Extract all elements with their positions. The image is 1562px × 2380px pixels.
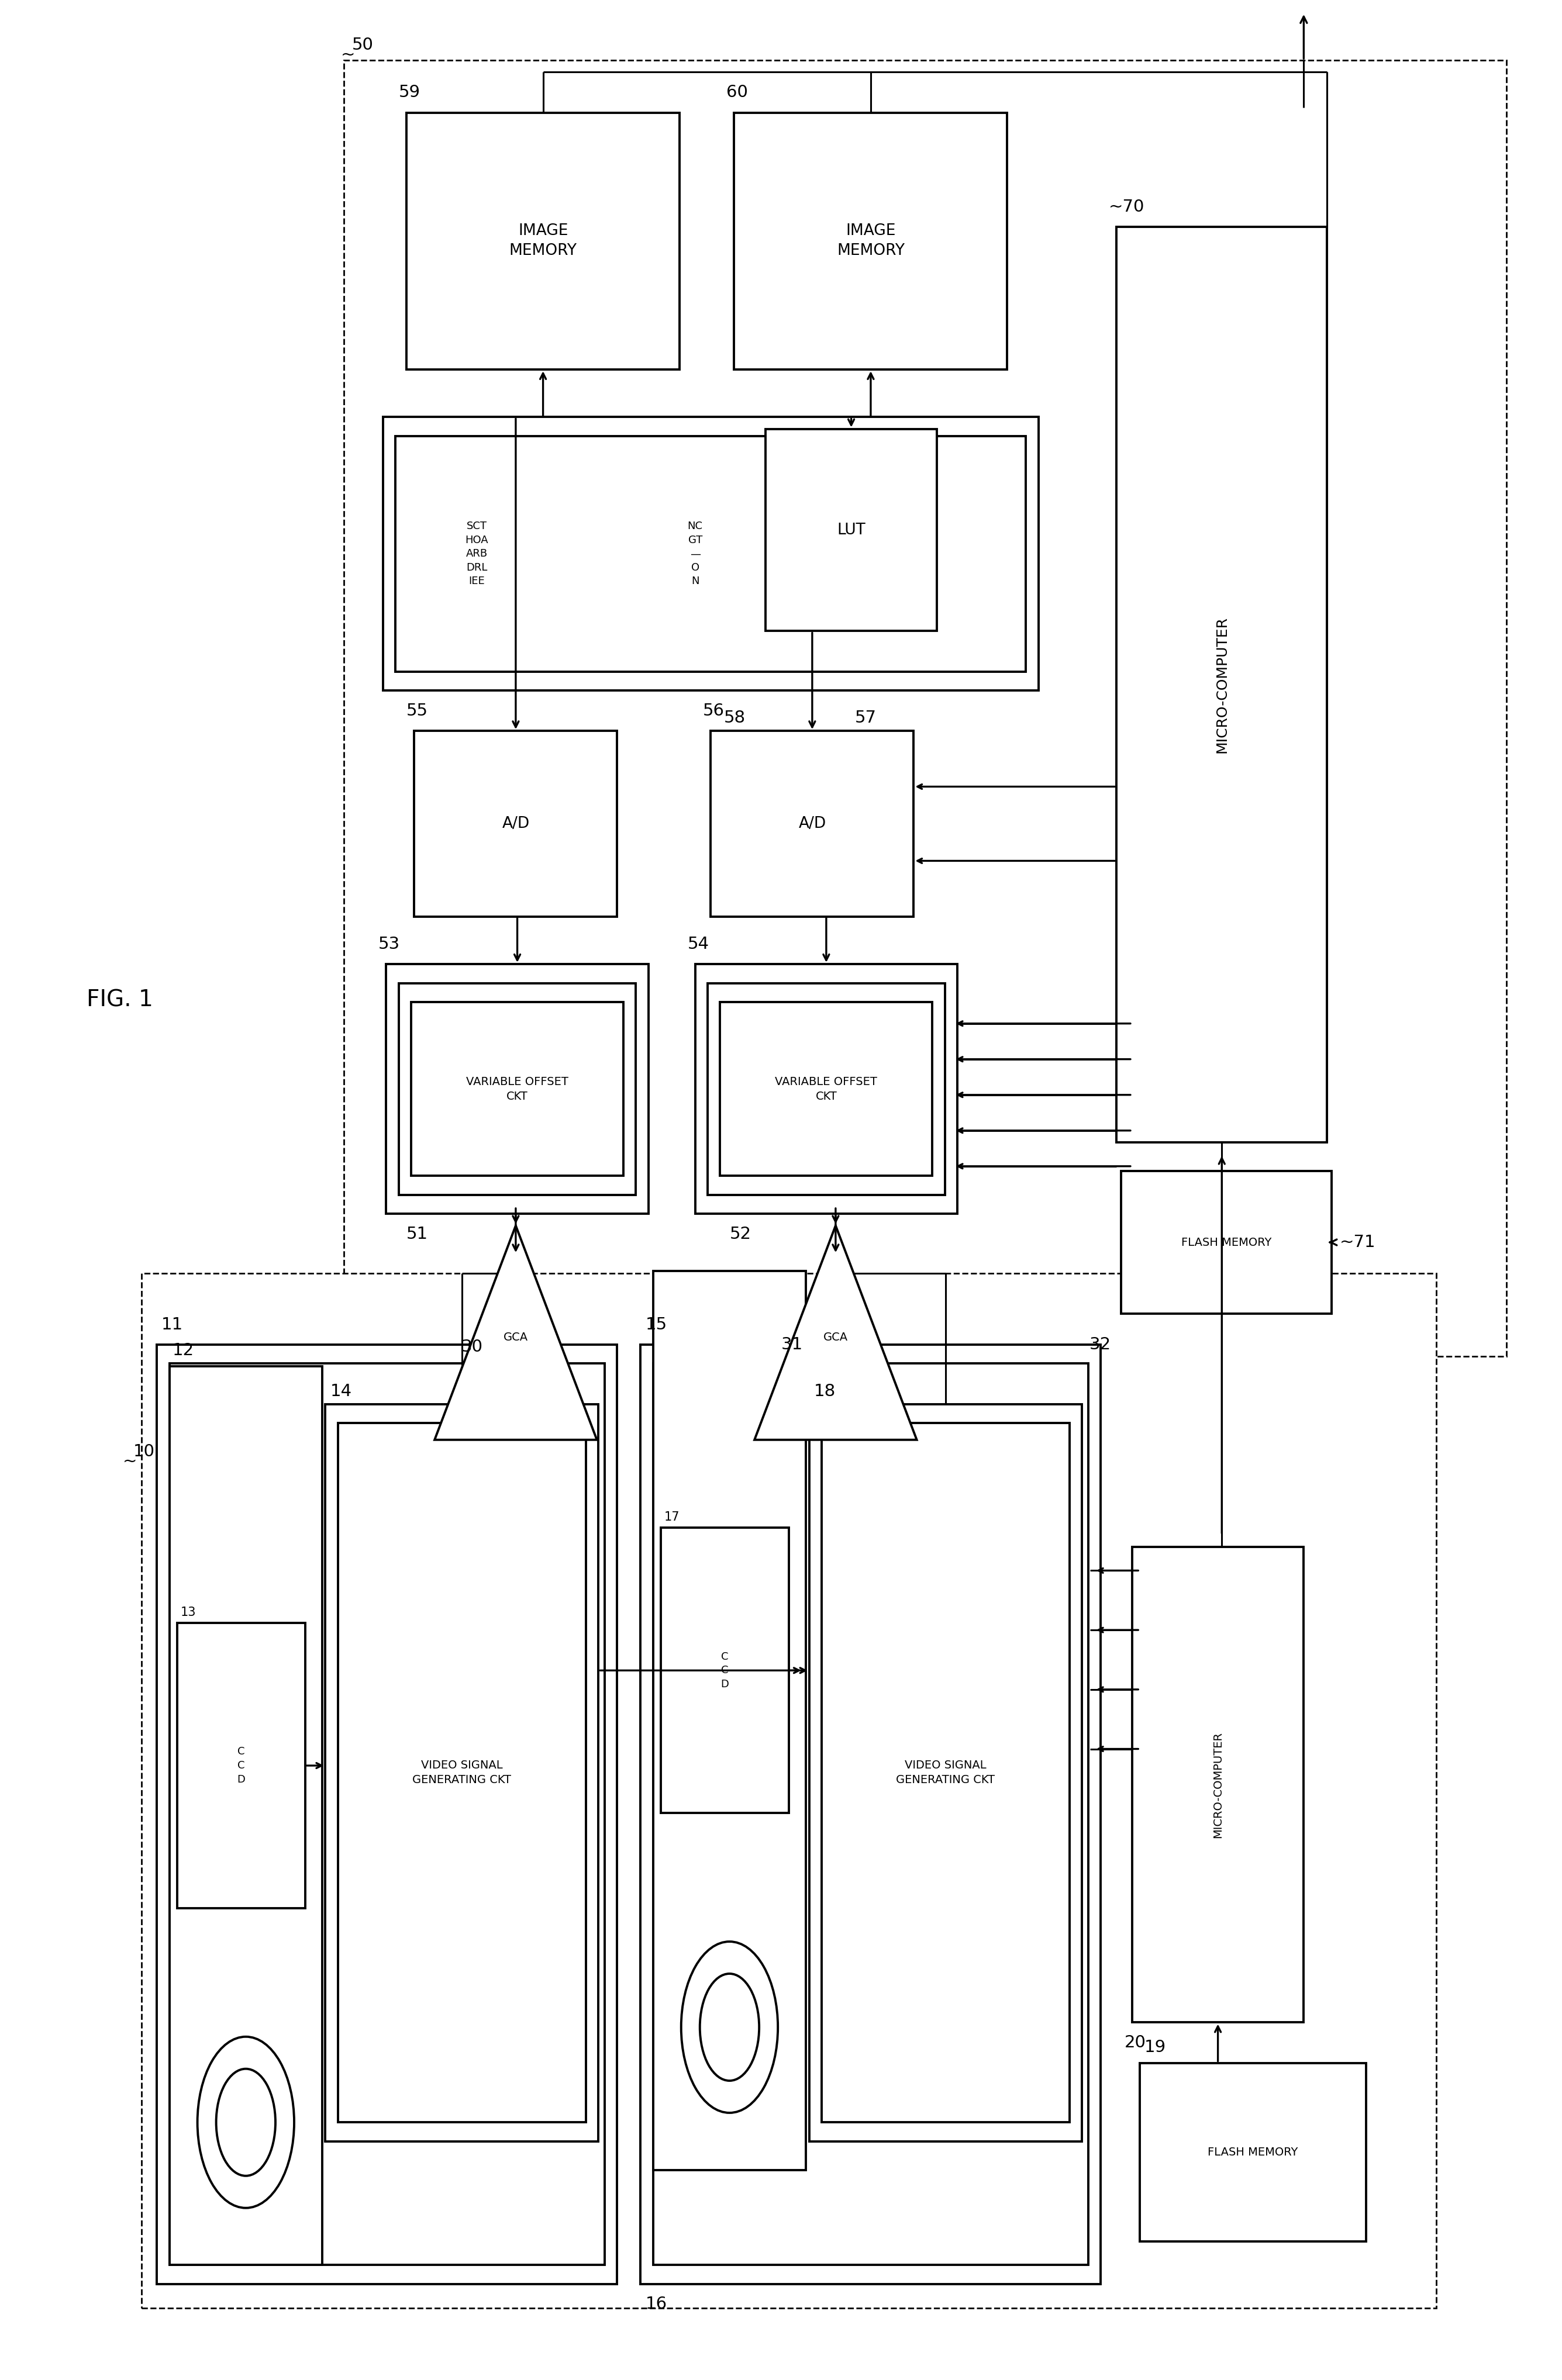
Text: 19: 19 bbox=[1145, 2040, 1167, 2056]
Text: C
C
D: C C D bbox=[237, 1747, 245, 1785]
Text: 15: 15 bbox=[645, 1316, 667, 1333]
Text: 30: 30 bbox=[461, 1340, 483, 1354]
FancyBboxPatch shape bbox=[383, 416, 1039, 690]
Text: LUT: LUT bbox=[837, 521, 865, 538]
Text: 55: 55 bbox=[406, 702, 428, 719]
Text: 13: 13 bbox=[180, 1607, 195, 1618]
FancyBboxPatch shape bbox=[398, 983, 636, 1195]
Text: ~: ~ bbox=[341, 45, 355, 62]
FancyBboxPatch shape bbox=[406, 112, 679, 369]
FancyBboxPatch shape bbox=[169, 1364, 604, 2266]
Ellipse shape bbox=[681, 1942, 778, 2113]
FancyBboxPatch shape bbox=[653, 1271, 806, 2171]
FancyBboxPatch shape bbox=[386, 964, 648, 1214]
FancyBboxPatch shape bbox=[661, 1528, 789, 1814]
Text: VIDEO SIGNAL
GENERATING CKT: VIDEO SIGNAL GENERATING CKT bbox=[897, 1759, 995, 1785]
Text: 51: 51 bbox=[406, 1226, 428, 1242]
Text: MICRO-COMPUTER: MICRO-COMPUTER bbox=[1212, 1730, 1223, 1837]
Text: 56: 56 bbox=[703, 702, 725, 719]
FancyBboxPatch shape bbox=[1122, 1171, 1332, 1314]
Text: VARIABLE OFFSET
CKT: VARIABLE OFFSET CKT bbox=[775, 1076, 878, 1102]
Text: 18: 18 bbox=[814, 1383, 836, 1399]
Text: A/D: A/D bbox=[798, 816, 826, 831]
Text: 50: 50 bbox=[351, 36, 373, 52]
Text: MICRO-COMPUTER: MICRO-COMPUTER bbox=[1215, 616, 1229, 752]
Ellipse shape bbox=[197, 2037, 294, 2209]
FancyBboxPatch shape bbox=[695, 964, 958, 1214]
Text: A/D: A/D bbox=[501, 816, 530, 831]
Text: 12: 12 bbox=[172, 1342, 194, 1359]
FancyBboxPatch shape bbox=[141, 1273, 1437, 2309]
Text: C
C
D: C C D bbox=[720, 1652, 729, 1690]
Text: IMAGE
MEMORY: IMAGE MEMORY bbox=[837, 224, 904, 259]
FancyBboxPatch shape bbox=[640, 1345, 1101, 2285]
Text: ~71: ~71 bbox=[1340, 1235, 1376, 1250]
Text: 10: 10 bbox=[133, 1442, 155, 1459]
Text: IMAGE
MEMORY: IMAGE MEMORY bbox=[509, 224, 576, 259]
FancyBboxPatch shape bbox=[156, 1345, 617, 2285]
Text: 16: 16 bbox=[645, 2297, 667, 2313]
FancyBboxPatch shape bbox=[765, 428, 937, 631]
Text: NC
GT
—
O
N: NC GT — O N bbox=[687, 521, 703, 585]
FancyBboxPatch shape bbox=[653, 1364, 1089, 2266]
Text: GCA: GCA bbox=[503, 1333, 528, 1342]
FancyBboxPatch shape bbox=[337, 1423, 586, 2123]
Text: 31: 31 bbox=[781, 1338, 803, 1352]
FancyBboxPatch shape bbox=[177, 1623, 305, 1909]
FancyBboxPatch shape bbox=[720, 1002, 933, 1176]
Text: FIG. 1: FIG. 1 bbox=[86, 988, 153, 1012]
Text: FLASH MEMORY: FLASH MEMORY bbox=[1207, 2147, 1298, 2159]
Text: 32: 32 bbox=[1089, 1338, 1111, 1352]
FancyBboxPatch shape bbox=[1117, 226, 1328, 1142]
FancyBboxPatch shape bbox=[411, 1002, 623, 1176]
Text: VARIABLE OFFSET
CKT: VARIABLE OFFSET CKT bbox=[465, 1076, 569, 1102]
FancyBboxPatch shape bbox=[734, 112, 1007, 369]
Ellipse shape bbox=[216, 2068, 275, 2175]
Text: 17: 17 bbox=[664, 1511, 679, 1523]
Text: 20: 20 bbox=[1125, 2035, 1147, 2052]
Text: ~70: ~70 bbox=[1109, 198, 1145, 214]
FancyBboxPatch shape bbox=[1140, 2063, 1367, 2242]
FancyBboxPatch shape bbox=[395, 436, 1026, 671]
FancyBboxPatch shape bbox=[1132, 1547, 1304, 2023]
FancyBboxPatch shape bbox=[169, 1366, 322, 2266]
Text: 58: 58 bbox=[723, 709, 745, 726]
Polygon shape bbox=[754, 1226, 917, 1440]
Text: GCA: GCA bbox=[823, 1333, 848, 1342]
Text: 53: 53 bbox=[378, 935, 400, 952]
FancyBboxPatch shape bbox=[809, 1404, 1082, 2142]
Text: 60: 60 bbox=[726, 83, 748, 100]
FancyBboxPatch shape bbox=[344, 60, 1507, 1357]
FancyBboxPatch shape bbox=[822, 1423, 1070, 2123]
Text: 52: 52 bbox=[729, 1226, 751, 1242]
Text: SCT
HOA
ARB
DRL
IEE: SCT HOA ARB DRL IEE bbox=[465, 521, 489, 585]
Text: VIDEO SIGNAL
GENERATING CKT: VIDEO SIGNAL GENERATING CKT bbox=[412, 1759, 511, 1785]
FancyBboxPatch shape bbox=[414, 731, 617, 916]
Polygon shape bbox=[434, 1226, 597, 1440]
FancyBboxPatch shape bbox=[711, 731, 914, 916]
Text: 11: 11 bbox=[161, 1316, 183, 1333]
Text: FLASH MEMORY: FLASH MEMORY bbox=[1181, 1238, 1271, 1247]
Text: 57: 57 bbox=[854, 709, 876, 726]
Text: 59: 59 bbox=[398, 83, 420, 100]
FancyBboxPatch shape bbox=[325, 1404, 598, 2142]
Ellipse shape bbox=[700, 1973, 759, 2080]
Text: 54: 54 bbox=[687, 935, 709, 952]
Text: 14: 14 bbox=[330, 1383, 351, 1399]
Text: ~: ~ bbox=[122, 1452, 137, 1468]
FancyBboxPatch shape bbox=[708, 983, 945, 1195]
